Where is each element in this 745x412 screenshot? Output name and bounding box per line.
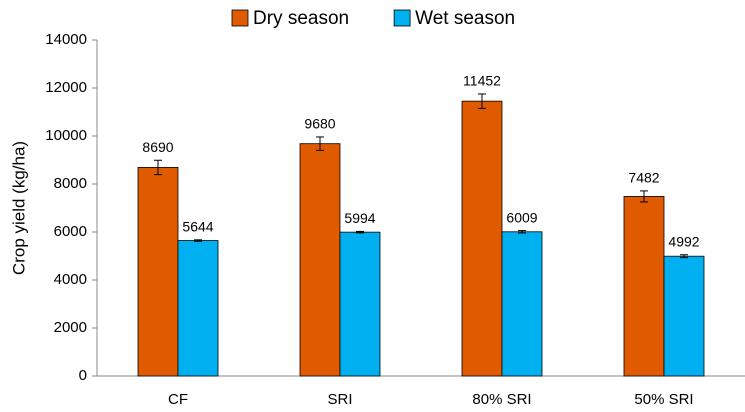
x-tick-label: 50% SRI	[634, 391, 693, 408]
legend-label: Wet season	[415, 8, 515, 29]
y-tick-label: 14000	[45, 31, 87, 48]
bar	[299, 143, 341, 377]
bar	[461, 100, 503, 377]
y-tick-label: 12000	[45, 79, 87, 96]
value-label: 9680	[304, 116, 335, 132]
y-tick-label: 4000	[54, 271, 87, 288]
value-label: 5644	[182, 219, 213, 235]
x-tick-label: 80% SRI	[472, 391, 531, 408]
value-label: 7482	[628, 170, 659, 186]
x-tick-label: SRI	[327, 391, 352, 408]
y-tick-label: 0	[79, 367, 87, 384]
bar	[177, 240, 219, 377]
y-tick-label: 8000	[54, 175, 87, 192]
legend-label: Dry season	[253, 8, 349, 29]
y-axis-title: Crop yield (kg/ha)	[9, 141, 28, 275]
bar	[339, 231, 381, 377]
value-label: 5994	[344, 210, 375, 226]
bar	[501, 231, 543, 377]
y-tick-label: 10000	[45, 127, 87, 144]
bar	[623, 196, 665, 377]
legend-swatch	[231, 9, 249, 27]
value-label: 11452	[463, 73, 501, 89]
x-tick-label: CF	[168, 391, 188, 408]
bar	[663, 255, 705, 377]
bar	[137, 167, 179, 377]
legend-swatch	[393, 9, 411, 27]
y-tick-label: 2000	[54, 319, 87, 336]
value-label: 6009	[506, 209, 537, 225]
value-label: 4992	[668, 233, 699, 249]
y-tick-label: 6000	[54, 223, 87, 240]
value-label: 8690	[142, 139, 173, 155]
